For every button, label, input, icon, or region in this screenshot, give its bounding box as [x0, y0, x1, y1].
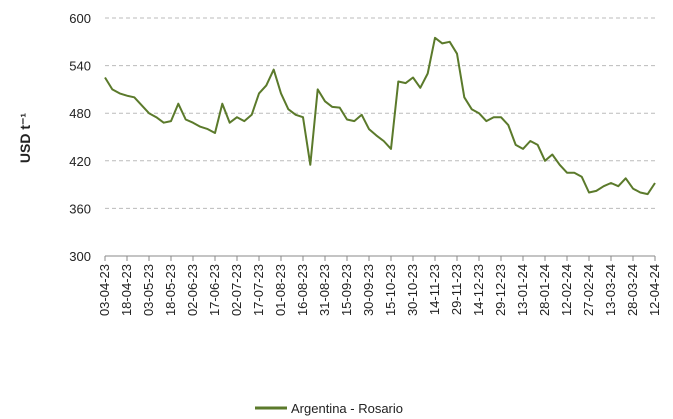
x-tick-label: 28-03-24: [625, 264, 640, 316]
x-tick-label: 17-06-23: [207, 264, 222, 316]
x-tick-label: 18-04-23: [119, 264, 134, 316]
legend-label: Argentina - Rosario: [291, 401, 403, 416]
x-tick-label: 18-05-23: [163, 264, 178, 316]
x-tick-label: 30-10-23: [405, 264, 420, 316]
x-tick-label: 15-09-23: [339, 264, 354, 316]
x-tick-label: 28-01-24: [537, 264, 552, 316]
x-tick-label: 12-02-24: [559, 264, 574, 316]
y-tick-label: 420: [69, 154, 91, 169]
y-tick-label: 300: [69, 249, 91, 264]
x-tick-label: 02-06-23: [185, 264, 200, 316]
line: [104, 36, 656, 196]
x-tick-label: 29-11-23: [449, 264, 464, 315]
x-tick-label: 14-11-23: [427, 264, 442, 315]
y-axis-label: USD t⁻¹: [17, 113, 33, 164]
x-tick-label: 12-04-24: [647, 264, 662, 316]
y-tick-label: 600: [69, 11, 91, 26]
x-tick-label: 17-07-23: [251, 264, 266, 316]
x-tick-label: 13-01-24: [515, 264, 530, 316]
x-tick-label: 14-12-23: [471, 264, 486, 316]
x-tick-label: 31-08-23: [317, 264, 332, 316]
x-tick-label: 15-10-23: [383, 264, 398, 316]
y-tick-label: 480: [69, 106, 91, 121]
y-tick-label: 540: [69, 59, 91, 74]
x-tick-label: 03-05-23: [141, 264, 156, 316]
x-tick-label: 13-03-24: [603, 264, 618, 316]
x-tick-label: 29-12-23: [493, 264, 508, 316]
x-tick-label: 01-08-23: [273, 264, 288, 316]
x-tick-label: 27-02-24: [581, 264, 596, 316]
y-tick-label: 360: [69, 201, 91, 216]
x-tick-label: 02-07-23: [229, 264, 244, 316]
x-tick-label: 03-04-23: [97, 264, 112, 316]
x-tick-label: 30-09-23: [361, 264, 376, 316]
x-tick-label: 16-08-23: [295, 264, 310, 316]
